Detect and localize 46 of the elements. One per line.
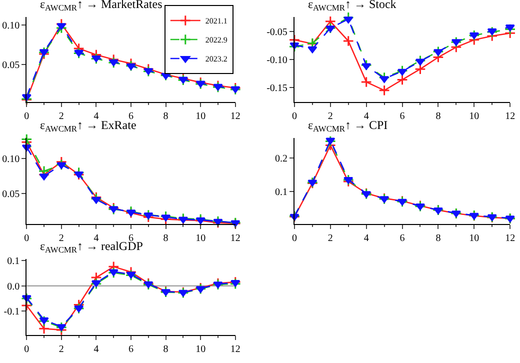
x-tick-label: 10 <box>196 111 206 122</box>
x-tick-label: 4 <box>94 233 99 244</box>
x-tick-label: 10 <box>469 233 480 244</box>
x-tick-label: 0 <box>24 111 30 122</box>
y-tick-label: 0.0 <box>7 281 20 292</box>
x-tick-label: 2 <box>328 233 333 244</box>
x-tick-label: 6 <box>128 344 134 356</box>
x-tick-label: 12 <box>230 344 240 356</box>
y-tick-label: 0.05 <box>2 60 20 71</box>
x-tick-label: 4 <box>94 344 99 356</box>
legend-label: 2023.2 <box>205 54 228 64</box>
x-tick-label: 2 <box>58 233 64 244</box>
x-tick-label: 6 <box>400 111 405 122</box>
y-tick-label: -0.1 <box>4 306 20 318</box>
x-tick-label: 8 <box>163 344 168 356</box>
x-tick-label: 8 <box>163 111 168 122</box>
x-tick-label: 2 <box>58 344 64 356</box>
legend-label: 2022.9 <box>205 36 228 45</box>
chart-title: ε$_{AWCMR}$↑ → MarketRates <box>40 0 163 13</box>
x-tick-label: 10 <box>196 233 206 244</box>
x-tick-label: 6 <box>400 233 405 244</box>
chart-title: ε$_{AWCMR}$↑ → Stock <box>308 0 396 13</box>
y-tick-label: -0.10 <box>266 55 288 66</box>
y-tick-label: 0.1 <box>274 187 288 198</box>
x-tick-label: 12 <box>230 111 240 122</box>
x-tick-label: 0 <box>292 233 297 244</box>
y-tick-label: 0.05 <box>2 189 20 200</box>
y-tick-label: 0.1 <box>7 256 20 268</box>
x-tick-label: 8 <box>436 233 441 244</box>
x-tick-label: 4 <box>364 233 369 244</box>
x-tick-label: 0 <box>24 344 30 356</box>
x-tick-label: 10 <box>469 111 480 122</box>
x-tick-label: 12 <box>505 111 516 122</box>
y-tick-label: -0.05 <box>266 26 288 38</box>
y-tick-label: 0.10 <box>2 154 20 165</box>
x-tick-label: 10 <box>196 344 206 356</box>
y-tick-label: -0.15 <box>266 83 288 94</box>
y-tick-label: 0.10 <box>2 20 20 32</box>
x-tick-label: 8 <box>163 233 168 244</box>
legend-label: 2021.1 <box>205 16 228 26</box>
x-tick-label: 12 <box>505 233 516 244</box>
x-tick-label: 12 <box>230 233 240 244</box>
x-tick-label: 0 <box>292 111 297 122</box>
x-tick-label: 0 <box>24 233 30 244</box>
y-tick-label: 0.2 <box>274 154 288 165</box>
x-tick-label: 8 <box>436 111 441 122</box>
